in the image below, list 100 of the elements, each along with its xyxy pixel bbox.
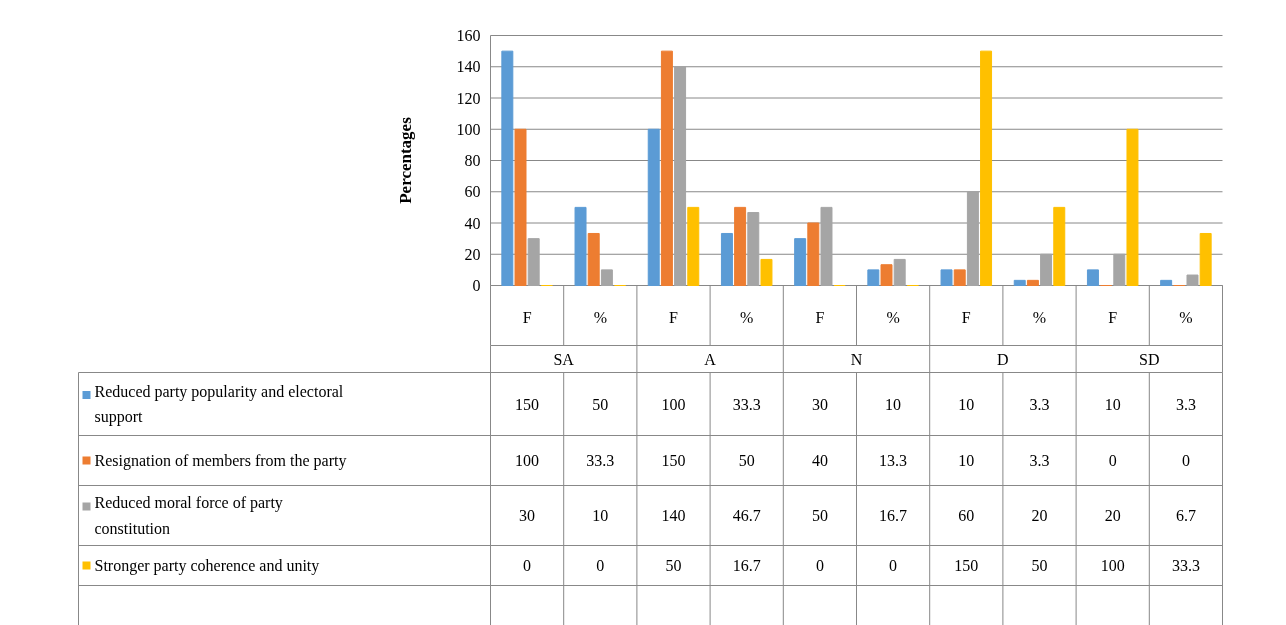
bar xyxy=(720,232,733,286)
data-label: 150 xyxy=(954,557,979,574)
x-tick-label: F xyxy=(522,309,532,326)
x-tick-label: F xyxy=(815,309,825,326)
x-tick-label: F xyxy=(1108,309,1118,326)
bar xyxy=(980,50,993,286)
data-label: 10 xyxy=(1104,395,1121,413)
bar xyxy=(674,66,687,286)
data-label: 50 xyxy=(811,507,828,524)
y-tick-label: 100 xyxy=(456,120,481,138)
bar xyxy=(1040,253,1053,286)
data-label: 0 xyxy=(889,557,898,574)
bar xyxy=(867,269,880,286)
data-label: 50 xyxy=(1031,557,1048,574)
bar xyxy=(1160,279,1173,286)
data-label: 10 xyxy=(592,507,609,524)
data-label: 50 xyxy=(665,557,682,574)
data-label: 10 xyxy=(885,395,902,413)
y-axis-title: Percentages xyxy=(396,116,415,204)
y-tick-label: 140 xyxy=(456,58,481,76)
data-label: 3.3 xyxy=(1029,395,1050,413)
data-label: 0 xyxy=(596,557,605,574)
y-tick-label: 120 xyxy=(456,89,481,107)
y-tick-label: 160 xyxy=(456,27,481,44)
x-tick-label: % xyxy=(740,309,754,326)
data-label: 0 xyxy=(1181,452,1190,469)
data-label: 30 xyxy=(811,395,828,413)
x-tick-label: % xyxy=(593,309,607,326)
y-tick-label: 0 xyxy=(472,277,481,294)
data-label: 3.3 xyxy=(1029,452,1050,469)
bar xyxy=(587,232,600,286)
text: N xyxy=(850,351,863,368)
bar xyxy=(514,128,527,286)
data-label: 30 xyxy=(519,507,536,524)
bar xyxy=(1086,269,1099,286)
data-label: 16.7 xyxy=(879,507,908,524)
data-label: 33.3 xyxy=(1171,557,1200,574)
bar xyxy=(893,258,906,286)
x-tick-label: F xyxy=(669,309,679,326)
x-tick-label: % xyxy=(886,309,900,326)
data-label: 46.7 xyxy=(732,507,761,524)
bar xyxy=(760,258,773,286)
text: A xyxy=(704,351,717,368)
data-label: 16.7 xyxy=(732,557,761,574)
legend-label: Resignation of members from the party xyxy=(94,452,347,470)
data-label: 100 xyxy=(515,452,540,469)
bar xyxy=(880,264,893,286)
bar xyxy=(940,269,953,286)
bar xyxy=(501,50,514,286)
legend-label: Reduced party popularity and electoral support xyxy=(94,382,344,427)
data-label: 150 xyxy=(515,395,540,413)
bar xyxy=(747,212,760,286)
data-label: 100 xyxy=(1100,557,1125,574)
data-label: 150 xyxy=(661,452,686,469)
data-label: 3.3 xyxy=(1175,395,1196,413)
x-tick-label: % xyxy=(1032,309,1047,326)
text: D xyxy=(997,351,1009,368)
y-tick-label: 60 xyxy=(464,183,481,201)
y-tick-label: 80 xyxy=(464,152,481,169)
x-tick-label: F xyxy=(961,309,971,326)
y-tick-label: 40 xyxy=(464,214,481,232)
bar xyxy=(1013,279,1026,286)
data-label: 140 xyxy=(661,507,686,524)
bar xyxy=(600,269,613,286)
data-label: 40 xyxy=(811,452,828,469)
bar xyxy=(1053,206,1066,286)
bar xyxy=(660,50,673,286)
bar xyxy=(647,128,660,286)
data-label: 0 xyxy=(1108,452,1117,469)
data-label: 50 xyxy=(738,452,755,469)
x-tick-label: % xyxy=(1179,309,1193,326)
data-label: 50 xyxy=(592,395,609,413)
data-label: 20 xyxy=(1104,507,1121,524)
text: SA xyxy=(553,351,575,368)
data-label: 13.3 xyxy=(879,452,908,469)
data-label: 10 xyxy=(958,452,975,469)
bar xyxy=(1199,232,1212,286)
bar xyxy=(807,222,820,286)
legend-label: Reduced moral force of party constitution xyxy=(94,494,283,537)
bar xyxy=(966,191,979,286)
bar xyxy=(1113,253,1126,286)
bar xyxy=(687,206,700,286)
data-label: 0 xyxy=(815,557,824,574)
bar xyxy=(734,206,747,286)
bar xyxy=(820,206,833,286)
bar xyxy=(1126,128,1139,286)
data-label: 20 xyxy=(1031,507,1048,524)
data-label: 60 xyxy=(958,507,975,524)
text: SD xyxy=(1139,351,1160,368)
legend-label: Stronger party coherence and unity xyxy=(94,557,320,575)
bar xyxy=(574,206,587,286)
data-label: 100 xyxy=(661,395,686,413)
data-label: 33.3 xyxy=(586,452,615,469)
bar xyxy=(953,269,966,286)
bar xyxy=(1026,279,1039,286)
bar xyxy=(794,238,807,286)
data-label: 0 xyxy=(523,557,532,574)
data-label: 6.7 xyxy=(1175,507,1196,524)
bar xyxy=(1186,274,1199,286)
data-label: 10 xyxy=(958,395,975,413)
